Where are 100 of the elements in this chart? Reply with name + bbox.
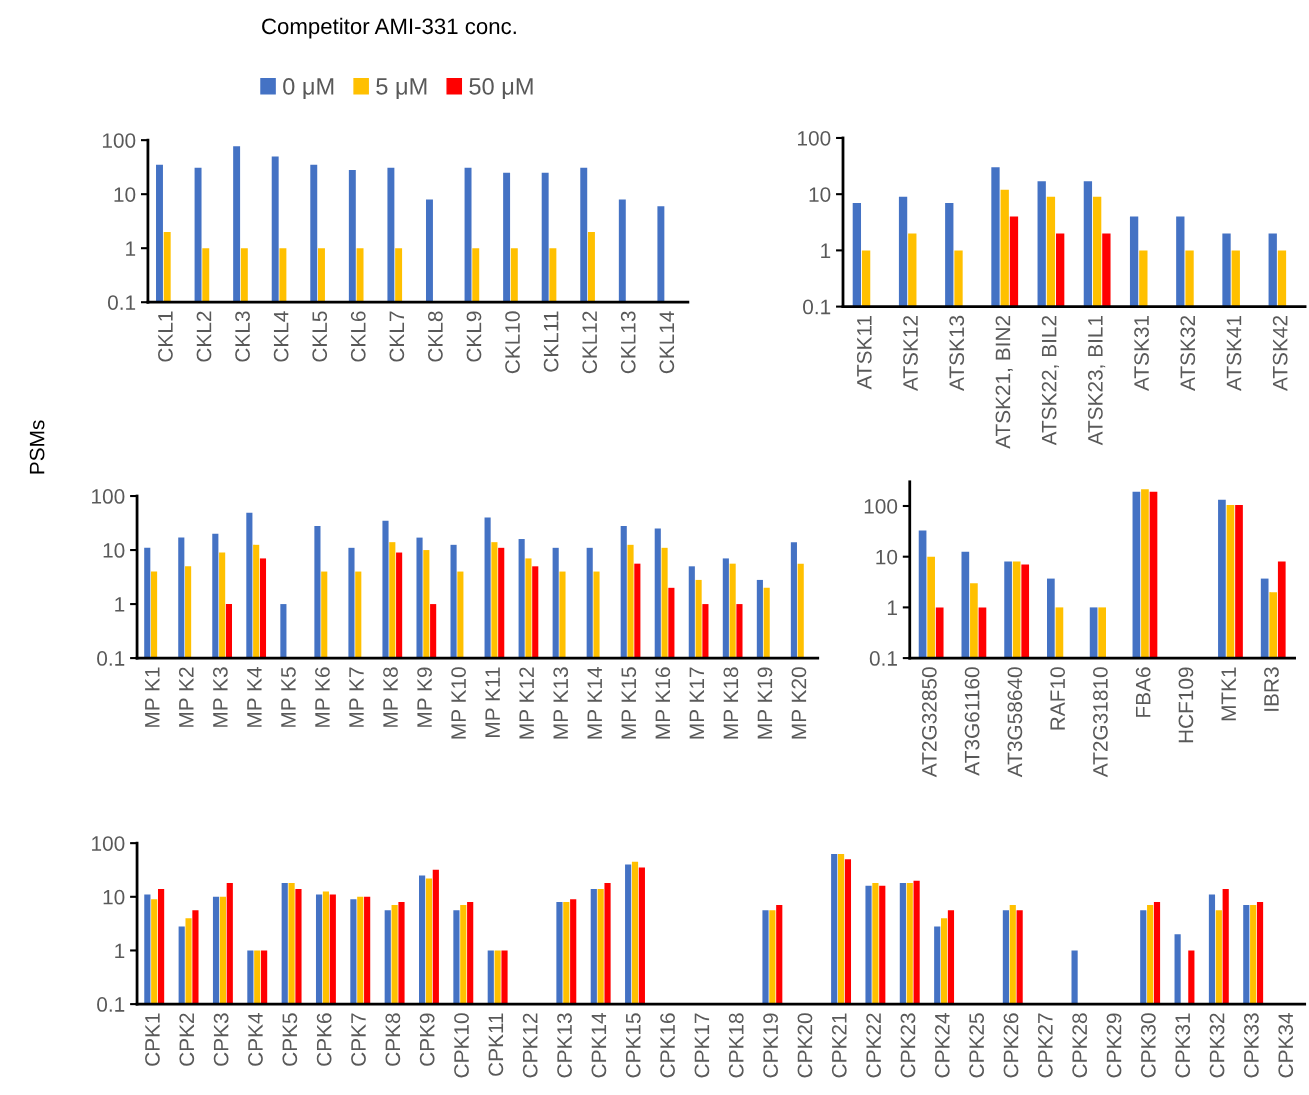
x-tick-label: CPK33: [1244, 1013, 1259, 1078]
x-tick-label: MP K19: [757, 667, 773, 739]
y-tick-label: 0.1: [869, 651, 897, 666]
x-tick-label: AT3G58640: [1007, 667, 1023, 778]
y-tick-label: 10: [809, 187, 831, 202]
y-tick-label: 0.1: [97, 997, 125, 1012]
x-tick-label: CKL3: [235, 311, 250, 362]
x-tick-label: CPK22: [866, 1013, 881, 1078]
x-tick-label: IBR3: [1264, 667, 1279, 711]
x-tick-label: CKL8: [428, 311, 443, 362]
y-tick-label: 0.1: [97, 651, 125, 666]
x-tick-label: CPK10: [454, 1013, 469, 1078]
x-tick-label: CPK28: [1072, 1013, 1088, 1078]
x-tick-label: CKL5: [312, 311, 328, 362]
x-tick-label: CPK2: [179, 1013, 195, 1066]
legend-title: Competitor AMI-331 conc.: [262, 17, 516, 39]
x-tick-label: ATSK21, BIN2: [995, 315, 1013, 449]
x-tick-label: MP K7: [349, 667, 364, 727]
y-tick-label: 1: [821, 243, 831, 258]
y-tick-label: 1: [115, 943, 125, 959]
x-tick-label: CPK23: [900, 1013, 916, 1078]
y-tick-label: 100: [102, 133, 136, 148]
x-tick-label: ATSK13: [949, 315, 965, 391]
x-tick-label: MP K10: [451, 667, 466, 739]
y-tick-label: 10: [114, 187, 136, 202]
x-tick-label: MP K6: [315, 667, 330, 727]
x-tick-label: MP K20: [791, 667, 807, 739]
x-tick-label: CKL2: [196, 311, 212, 362]
x-tick-label: MP K17: [689, 667, 704, 739]
x-tick-label: CKL6: [350, 311, 366, 362]
x-tick-label: MP K3: [212, 667, 228, 727]
x-tick-label: MP K13: [553, 667, 569, 739]
x-tick-label: CPK27: [1037, 1013, 1053, 1078]
x-tick-label: CPK3: [213, 1013, 229, 1066]
x-tick-label: MP K5: [281, 667, 296, 727]
y-tick-label: 1: [115, 597, 125, 612]
x-tick-label: MP K1: [145, 667, 160, 727]
legend-label: 0 μM: [283, 78, 334, 100]
x-tick-label: MP K11: [485, 667, 500, 737]
x-tick-label: MP K9: [417, 667, 432, 727]
x-tick-label: CPK29: [1106, 1013, 1122, 1078]
x-tick-label: MP K16: [655, 667, 671, 739]
x-tick-label: CPK16: [660, 1013, 675, 1078]
x-tick-label: MTK1: [1221, 667, 1236, 721]
x-tick-label: ATSK11: [856, 315, 872, 390]
x-tick-label: CPK26: [1003, 1013, 1019, 1078]
y-tick-label: 1: [126, 241, 136, 256]
x-tick-label: MP K12: [519, 667, 534, 739]
x-tick-label: CKL14: [659, 311, 675, 374]
x-tick-label: CPK14: [591, 1013, 607, 1078]
legend-label: 50 μM: [469, 78, 533, 100]
x-tick-label: ATSK23, BIL1: [1087, 315, 1106, 446]
x-tick-label: CPK20: [797, 1013, 813, 1078]
y-tick-label: 10: [103, 889, 125, 905]
x-tick-label: CPK17: [694, 1013, 710, 1078]
y-tick-label: 100: [864, 498, 898, 514]
x-tick-label: CPK9: [419, 1013, 435, 1066]
x-tick-label: MP K4: [247, 667, 262, 727]
x-tick-label: CPK34: [1278, 1013, 1294, 1078]
x-tick-label: CKL13: [620, 311, 636, 374]
x-tick-label: MP K8: [383, 667, 398, 727]
x-tick-label: RAF10: [1050, 667, 1066, 730]
x-tick-label: CKL1: [158, 311, 173, 362]
x-tick-label: HCF109: [1178, 667, 1194, 743]
x-tick-label: AT2G31810: [1093, 667, 1108, 778]
x-tick-label: CPK6: [316, 1013, 332, 1066]
x-tick-label: CPK25: [969, 1013, 985, 1078]
y-tick-label: 100: [92, 489, 125, 504]
x-tick-label: CPK12: [522, 1013, 538, 1078]
x-tick-label: MP K2: [178, 667, 194, 727]
x-tick-label: FBA6: [1135, 667, 1151, 717]
x-tick-label: AT3G61160: [964, 667, 980, 776]
x-tick-label: MP K15: [621, 667, 637, 739]
x-tick-label: CKL12: [582, 311, 598, 374]
x-tick-label: CPK15: [625, 1013, 641, 1078]
x-tick-label: ATSK41: [1226, 315, 1242, 391]
y-tick-label: 10: [876, 549, 898, 565]
x-tick-label: ATSK42: [1272, 315, 1288, 391]
x-tick-label: CPK19: [763, 1013, 778, 1078]
y-tick-label: 100: [92, 836, 125, 851]
y-tick-label: 100: [798, 130, 831, 146]
x-tick-label: AT2G32850: [921, 667, 937, 778]
x-tick-label: CPK31: [1175, 1013, 1191, 1078]
x-tick-label: ATSK22, BIL2: [1041, 315, 1059, 446]
y-axis-title: PSMs: [29, 420, 45, 474]
x-tick-label: CPK32: [1209, 1013, 1225, 1078]
x-tick-label: MP K14: [587, 667, 602, 739]
y-tick-label: 0.1: [803, 299, 831, 315]
y-tick-label: 1: [887, 600, 897, 615]
legend-label: 5 μM: [376, 78, 427, 100]
x-tick-label: CPK7: [351, 1013, 366, 1066]
x-tick-label: ATSK32: [1180, 315, 1196, 391]
x-tick-label: CPK8: [385, 1013, 401, 1066]
x-tick-label: MP K18: [723, 667, 739, 739]
x-tick-label: CPK21: [831, 1013, 847, 1078]
y-tick-label: 0.1: [107, 295, 136, 310]
x-tick-label: CPK24: [934, 1013, 950, 1078]
x-tick-label: CKL9: [466, 311, 482, 362]
x-tick-label: CPK13: [557, 1013, 572, 1078]
x-tick-label: CKL7: [389, 311, 405, 362]
